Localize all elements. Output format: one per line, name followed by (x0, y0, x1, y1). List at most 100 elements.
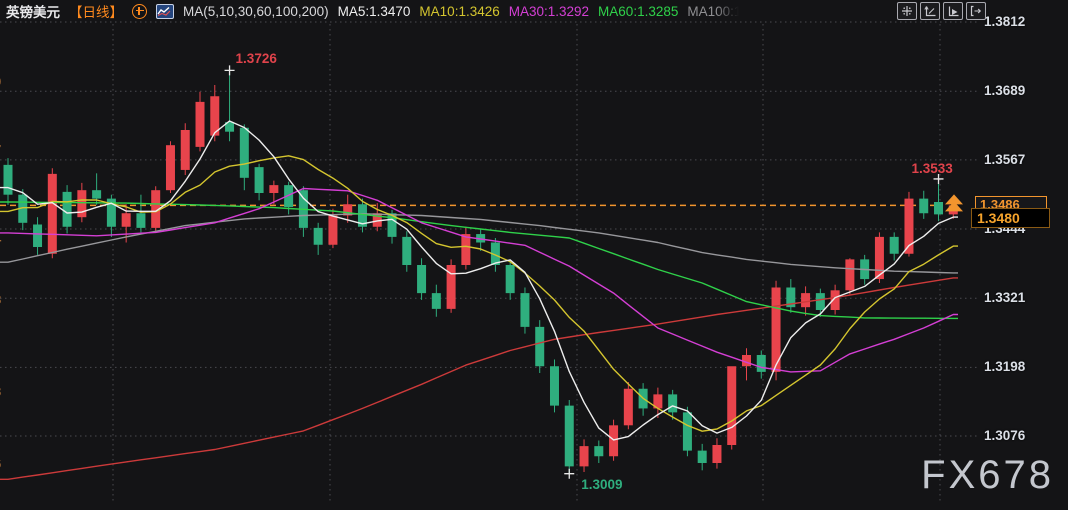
candle-body (904, 198, 914, 254)
candle-body (653, 394, 663, 409)
candle-body (225, 122, 235, 132)
extreme-cross-icon (933, 173, 944, 184)
left-clipped-glyph: 6 (0, 455, 5, 470)
candle-body (106, 198, 116, 227)
left-clipped-glyph: 3 (0, 383, 5, 398)
low-price-marker-label: 1.3009 (581, 476, 623, 492)
candle-body (490, 242, 500, 265)
candle-body (387, 213, 397, 237)
price-up-arrow-icon (945, 201, 963, 212)
candle-body (934, 202, 944, 215)
candle-body (564, 405, 574, 467)
candle-body (801, 293, 811, 308)
candle-body (579, 446, 589, 467)
candle-body (919, 198, 929, 214)
candle-body (830, 290, 840, 310)
candle-body (195, 101, 205, 147)
y-axis-tick: 1.3198 (984, 359, 1026, 375)
candle-body (313, 227, 323, 245)
candle-body (461, 234, 471, 265)
candle-body (742, 355, 751, 367)
bracket-arrow-right-icon (970, 5, 981, 17)
candle-body (535, 326, 545, 367)
left-clipped-glyph: 7 (0, 141, 5, 156)
candle-body (771, 287, 781, 372)
timeframe-selector[interactable]: 【日线】 (69, 5, 123, 20)
candle-body (609, 425, 619, 457)
candle-body (402, 236, 412, 265)
axis-arrow-up-icon (924, 6, 936, 17)
candle-body (845, 259, 855, 291)
ma30-value-label: MA30:1.3292 (508, 3, 590, 19)
candle-body (165, 145, 175, 191)
ma200-line (0, 277, 958, 480)
candle-body (254, 167, 264, 193)
candle-body (874, 236, 884, 280)
candle-body (549, 366, 559, 406)
candle-body (727, 366, 737, 445)
ma60-value-label: MA60:1.3285 (598, 3, 679, 19)
scale-axis-left-button[interactable] (920, 2, 940, 20)
candle-body (239, 127, 249, 178)
y-axis-tick: 1.3076 (984, 428, 1026, 443)
left-clipped-glyph: 4 (0, 230, 5, 245)
left-clipped-glyph: 0 (0, 73, 5, 88)
symbol-name: 英镑美元 (6, 5, 60, 20)
candle-body (815, 293, 825, 310)
candle-body (446, 265, 456, 309)
chart-header: 英镑美元 【日线】 MA(5,10,30,60,100,200) MA5:1.3… (6, 0, 741, 22)
chart-type-icon[interactable] (156, 3, 174, 19)
ma5-value-label: MA5:1.3470 (337, 3, 411, 19)
candle-body (712, 445, 722, 463)
shift-right-button[interactable] (966, 2, 986, 20)
candle-body (476, 234, 486, 243)
candle-body (431, 293, 441, 309)
candle-body (62, 191, 72, 227)
high-price-marker-label: 1.3533 (911, 160, 953, 176)
y-axis-tick: 1.3321 (984, 290, 1026, 306)
candle-body (47, 173, 57, 254)
ma100-value-label: MA100:1 (687, 3, 742, 19)
candle-body (623, 388, 633, 426)
add-indicator-icon[interactable] (132, 3, 147, 19)
chart-toolbar (897, 2, 986, 20)
candle-body (151, 190, 161, 228)
candle-body (180, 130, 190, 170)
candle-body (786, 287, 796, 308)
candle-body (520, 293, 530, 327)
extreme-cross-icon (224, 65, 235, 76)
current-price-badge: 1.3480 (971, 208, 1050, 229)
ma-settings-label: MA(5,10,30,60,100,200) (183, 3, 329, 19)
axis-arrow-right-icon (948, 6, 959, 17)
candle-body (697, 450, 707, 463)
crosshair-icon (902, 6, 912, 16)
candle-body (269, 185, 279, 193)
left-clipped-glyph: 8 (0, 291, 5, 306)
y-axis-tick: 1.3812 (984, 14, 1026, 29)
ma30-line (0, 187, 958, 373)
y-axis-tick: 1.3689 (984, 83, 1026, 99)
candle-body (668, 394, 678, 413)
candle-body (889, 236, 899, 254)
candle-body (92, 190, 102, 199)
extreme-cross-icon (564, 468, 575, 479)
candle-body (136, 213, 146, 228)
high-price-marker-label: 1.3726 (235, 51, 277, 67)
candle-body (33, 224, 43, 247)
ma10-value-label: MA10:1.3426 (419, 3, 500, 19)
candle-body (682, 412, 692, 451)
scale-axis-right-button[interactable] (943, 2, 963, 20)
y-axis-tick: 1.3567 (984, 151, 1026, 167)
candle-body (343, 204, 353, 216)
candle-body (3, 164, 13, 195)
ma100-line (0, 213, 958, 274)
crosshair-tool-button[interactable] (897, 2, 917, 20)
candle-body (121, 213, 131, 227)
candle-body (328, 215, 338, 245)
ma5-line (0, 120, 958, 441)
candle-body (594, 446, 604, 457)
candle-body (77, 190, 87, 218)
candle-body (357, 204, 367, 227)
candle-body (284, 185, 294, 208)
